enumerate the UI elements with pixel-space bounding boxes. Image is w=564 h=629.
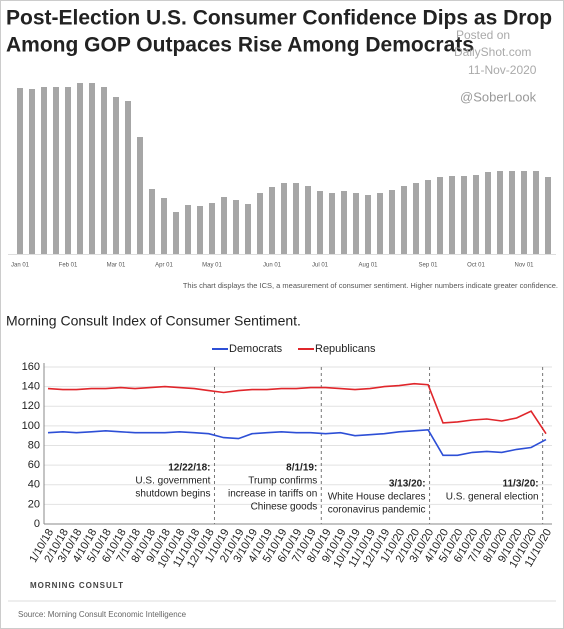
- bar: [449, 176, 455, 254]
- annotation-text: Trump confirms: [248, 476, 317, 487]
- bar: [161, 198, 167, 254]
- legend-label: Republicans: [315, 343, 376, 355]
- bar: [461, 176, 467, 254]
- bar: [317, 191, 323, 254]
- chart-title: Morning Consult Index of Consumer Sentim…: [6, 313, 301, 329]
- bar: [245, 204, 251, 254]
- line-series: [47, 428, 547, 457]
- bar: [473, 175, 479, 254]
- bar: [137, 137, 143, 254]
- annotation-date: 8/1/19:: [286, 463, 317, 474]
- x-tick-label: Oct 01: [467, 263, 485, 269]
- y-tick-label: 0: [34, 518, 40, 530]
- bar: [209, 203, 215, 254]
- bar: [17, 88, 23, 254]
- bar: [281, 183, 287, 254]
- y-tick-label: 140: [22, 381, 40, 393]
- y-tick-label: 160: [22, 361, 40, 373]
- bar: [413, 183, 419, 254]
- bar: [521, 171, 527, 254]
- bar: [185, 205, 191, 254]
- annotation-date: 11/3/20:: [502, 479, 538, 490]
- bar: [233, 200, 239, 254]
- bar: [269, 187, 275, 254]
- bar: [125, 101, 131, 254]
- annotation-text: U.S. general election: [446, 492, 539, 503]
- watermark: Posted on: [456, 28, 510, 42]
- bar: [389, 190, 395, 254]
- y-tick-label: 100: [22, 420, 40, 432]
- chart-note: This chart displays the ICS, a measureme…: [183, 281, 558, 290]
- annotation-date: 3/13/20:: [389, 479, 426, 490]
- annotation-text: shutdown begins: [135, 489, 210, 500]
- annotation-text: Chinese goods: [251, 502, 318, 513]
- x-tick-label: Jan 01: [11, 263, 30, 269]
- annotation-text: White House declares: [328, 492, 426, 503]
- x-tick-label: Aug 01: [358, 263, 378, 269]
- bar: [221, 197, 227, 254]
- x-tick-label: May 01: [202, 263, 222, 269]
- bar: [533, 171, 539, 254]
- y-tick-label: 40: [28, 479, 40, 491]
- annotation-date: 12/22/18:: [168, 463, 210, 474]
- bar: [497, 171, 503, 254]
- y-tick-label: 80: [28, 439, 40, 451]
- x-tick-label: Nov 01: [514, 263, 534, 269]
- line-series: [47, 382, 547, 435]
- bar: [197, 206, 203, 254]
- source: Source: Morning Consult Economic Intelli…: [18, 610, 187, 619]
- bar: [353, 193, 359, 254]
- bar: [53, 87, 59, 254]
- bar: [365, 195, 371, 254]
- x-tick-label: Mar 01: [107, 263, 126, 269]
- legend-label: Democrats: [229, 343, 283, 355]
- bar: [65, 87, 71, 254]
- bar: [425, 180, 431, 254]
- title-line: Among GOP Outpaces Rise Among Democrats: [6, 34, 474, 57]
- annotation-text: increase in tariffs on: [228, 489, 317, 500]
- title-line: Post-Election U.S. Consumer Confidence D…: [6, 7, 552, 30]
- bar: [329, 193, 335, 254]
- x-tick-label: Feb 01: [59, 263, 78, 269]
- bar: [41, 87, 47, 254]
- bar: [377, 193, 383, 254]
- watermark: @SoberLook: [460, 89, 537, 104]
- logo: MORNING CONSULT: [30, 581, 124, 590]
- bar: [257, 193, 263, 254]
- x-tick-label: Apr 01: [155, 263, 173, 269]
- x-tick-label: Sep 01: [418, 263, 438, 269]
- x-tick-label: Jun 01: [263, 263, 282, 269]
- y-tick-label: 20: [28, 498, 40, 510]
- bar: [89, 83, 95, 254]
- bar: [509, 171, 515, 254]
- watermark: DailyShot.com: [454, 45, 531, 59]
- bar: [341, 191, 347, 254]
- y-tick-label: 60: [28, 459, 40, 471]
- bar: [545, 177, 551, 254]
- x-tick-label: Jul 01: [312, 263, 329, 269]
- bar: [173, 212, 179, 254]
- y-tick-label: 120: [22, 400, 40, 412]
- bar: [149, 189, 155, 254]
- bar: [293, 183, 299, 254]
- bar: [437, 177, 443, 254]
- annotation-text: coronavirus pandemic: [328, 505, 426, 516]
- bar: [101, 87, 107, 254]
- annotation-text: U.S. government: [135, 476, 210, 487]
- bar: [113, 97, 119, 254]
- bar: [485, 172, 491, 254]
- bar: [401, 186, 407, 254]
- bar: [77, 83, 83, 254]
- bar: [305, 186, 311, 254]
- bar: [29, 89, 35, 254]
- watermark: 11-Nov-2020: [468, 63, 537, 77]
